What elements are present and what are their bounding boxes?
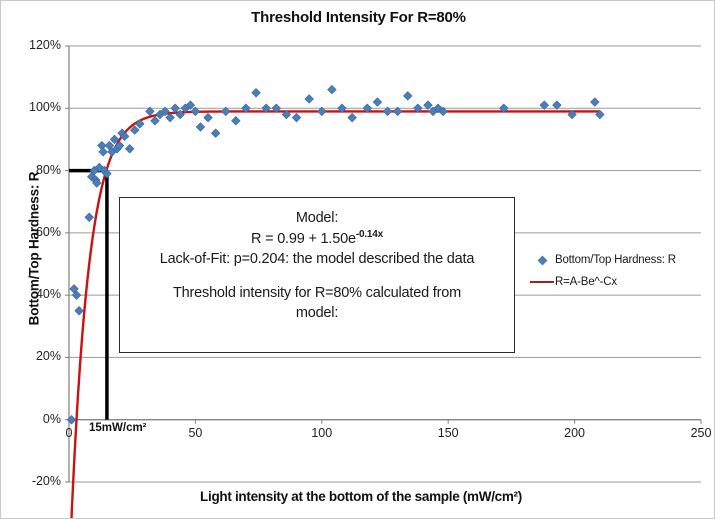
data-point-marker — [203, 112, 213, 123]
legend-item-scatter[interactable]: Bottom/Top Hardness: R — [529, 249, 709, 271]
x-axis-tick-label: 150 — [437, 425, 459, 440]
data-point-marker — [102, 168, 112, 179]
chart-title: Threshold Intensity For R=80% — [251, 9, 466, 26]
data-point-marker — [98, 147, 108, 157]
x-axis-tick-label: 250 — [690, 425, 712, 440]
y-axis-title: Bottom/Top Hardness: R — [26, 171, 42, 326]
data-point-marker — [66, 414, 77, 425]
data-point-marker — [210, 128, 221, 138]
data-point-marker — [590, 97, 600, 107]
data-point-marker — [71, 290, 82, 300]
y-axis-tick-label: 80% — [35, 162, 61, 177]
y-axis-tick-label: -20% — [31, 474, 61, 488]
legend-label-scatter: Bottom/Top Hardness: R — [555, 254, 676, 266]
legend-label-fit-line: R=A-Be^-Cx — [555, 276, 617, 288]
data-point-marker — [74, 305, 84, 316]
model-equation-exponent: -0.14x — [355, 229, 383, 240]
data-point-marker — [130, 125, 140, 135]
data-point-marker — [175, 109, 185, 120]
data-point-marker — [567, 109, 577, 120]
data-point-marker — [372, 97, 383, 107]
data-point-marker — [109, 134, 120, 145]
data-point-marker — [304, 94, 314, 104]
model-box-spacer — [120, 269, 514, 283]
data-point-marker — [135, 119, 145, 129]
data-point-marker — [499, 103, 509, 114]
data-point-marker — [124, 144, 135, 154]
data-point-marker — [185, 100, 196, 110]
y-axis-tick-label: 20% — [35, 349, 61, 364]
data-point-marker — [552, 100, 562, 110]
data-point-marker — [165, 112, 175, 123]
model-equation-base: R = 0.99 + 1.50e — [251, 230, 356, 247]
y-axis-tick-label: 60% — [35, 224, 61, 239]
x-axis-title: Light intensity at the bottom of the sam… — [200, 489, 522, 504]
data-point-marker — [362, 103, 373, 114]
data-point-marker — [327, 84, 337, 95]
data-point-marker — [150, 116, 160, 126]
model-line-5: model: — [295, 304, 339, 321]
chart-legend: Bottom/Top Hardness: R R=A-Be^-Cx — [529, 249, 709, 293]
data-point-marker — [317, 106, 327, 117]
model-line-4: Threshold intensity for R=80% calculated… — [173, 284, 461, 301]
data-point-marker — [92, 178, 102, 188]
model-line-3: Lack-of-Fit: p=0.204: the model describe… — [159, 250, 475, 267]
x-axis-tick-label: 0 — [65, 425, 73, 440]
data-point-marker — [347, 112, 357, 123]
data-point-marker — [251, 87, 261, 98]
x-axis-tick-label: 50 — [188, 425, 203, 440]
data-point-marker — [595, 109, 605, 120]
data-point-marker — [170, 103, 180, 114]
data-point-marker — [382, 106, 393, 117]
model-textbox: Model: R = 0.99 + 1.50e-0.14x Lack-of-Fi… — [119, 197, 515, 353]
y-axis-tick-label: 120% — [29, 38, 61, 52]
y-axis-tick-label: 0% — [42, 411, 61, 426]
data-point-marker — [392, 106, 403, 117]
model-line-2: R = 0.99 + 1.50e-0.14x — [120, 228, 514, 249]
data-point-marker — [241, 103, 251, 114]
data-point-marker — [423, 100, 433, 110]
data-point-marker — [195, 122, 206, 132]
data-point-marker — [145, 106, 155, 117]
data-point-marker — [261, 103, 271, 114]
data-point-marker — [94, 162, 105, 173]
data-point-marker — [281, 109, 292, 120]
threshold-annotation-label: 15mW/cm² — [89, 422, 147, 434]
data-point-marker — [291, 112, 302, 123]
data-point-marker — [539, 100, 549, 110]
y-axis-tick-label: 40% — [35, 287, 61, 302]
data-point-marker — [160, 106, 170, 117]
data-point-marker — [337, 103, 347, 114]
line-marker-icon — [529, 280, 555, 284]
legend-item-fit-line[interactable]: R=A-Be^-Cx — [529, 271, 709, 293]
data-point-marker — [231, 116, 241, 126]
data-point-marker — [119, 131, 130, 142]
diamond-marker-icon — [529, 255, 555, 265]
data-point-marker — [413, 103, 423, 114]
data-point-marker — [114, 140, 125, 151]
data-point-marker — [87, 172, 97, 182]
data-point-marker — [403, 91, 413, 101]
data-point-marker — [438, 106, 448, 117]
data-point-marker — [221, 106, 231, 117]
data-point-marker — [271, 103, 282, 114]
data-point-marker — [190, 106, 201, 117]
x-axis-tick-label: 200 — [564, 425, 586, 440]
y-axis-tick-label: 100% — [29, 100, 61, 115]
x-axis-tick-label: 100 — [311, 425, 333, 440]
model-line-1: Model: — [295, 210, 339, 226]
data-point-marker — [84, 212, 94, 223]
